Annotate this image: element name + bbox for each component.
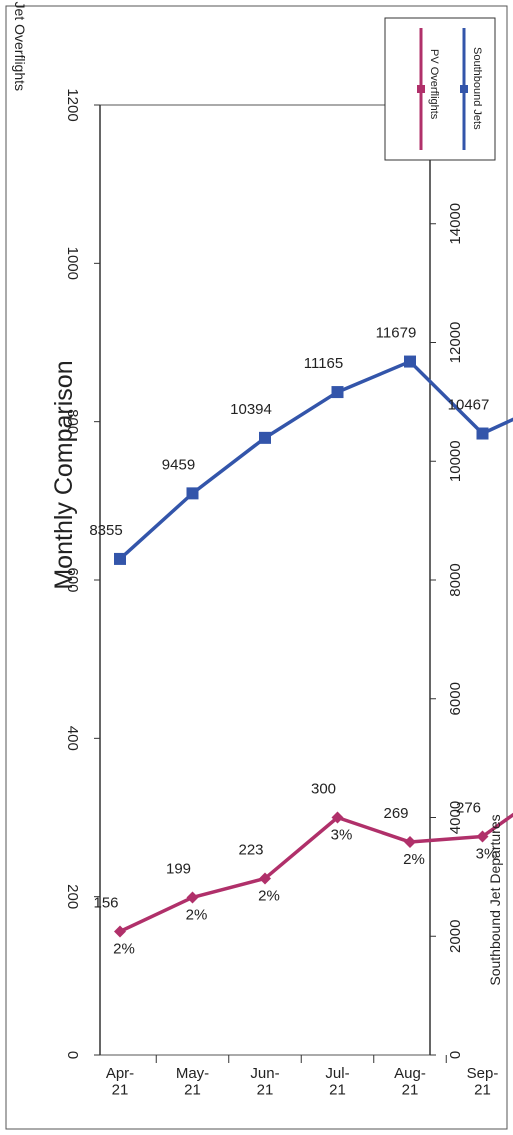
right-axis-tick-label: 1000 — [64, 247, 81, 280]
data-label: 10394 — [230, 401, 272, 418]
left-axis-tick-label: 12000 — [447, 322, 464, 364]
right-axis-tick-label: 600 — [64, 567, 81, 592]
category-label: Apr-21 — [106, 1065, 134, 1099]
chart-title: Monthly Comparison — [50, 360, 78, 589]
percent-label: 2% — [403, 851, 425, 868]
left-axis-label: Southbound Jet Departures — [487, 814, 503, 985]
percent-label: 2% — [186, 906, 208, 923]
data-label: 11679 — [376, 325, 417, 342]
data-point — [476, 830, 489, 843]
data-point — [186, 487, 199, 500]
data-label: 269 — [383, 805, 408, 822]
right-axis-tick-label: 200 — [64, 884, 81, 909]
left-axis-tick-label: 0 — [447, 1051, 464, 1059]
right-axis-label: PV Jet Overflights — [12, 0, 28, 91]
data-point — [404, 355, 416, 368]
legend-marker-pv-overflights — [417, 85, 425, 93]
left-axis-tick-label: 4000 — [447, 801, 464, 834]
percent-label: 3% — [331, 827, 353, 844]
percent-label: 2% — [113, 941, 135, 958]
data-label: 11165 — [304, 355, 344, 372]
data-point — [331, 386, 344, 399]
right-axis-tick-label: 400 — [64, 726, 81, 751]
left-axis-tick-label: 14000 — [447, 203, 464, 245]
left-axis-tick-label: 2000 — [447, 920, 464, 953]
legend-box — [384, 17, 496, 161]
left-axis-tick-label: 6000 — [447, 682, 464, 715]
category-label: Jun-21 — [250, 1065, 279, 1099]
data-point — [259, 431, 271, 444]
data-point — [476, 427, 489, 440]
legend: Southbound Jets PV Overflights — [384, 17, 496, 161]
data-label: 9459 — [162, 456, 195, 473]
right-axis-tick-label: 800 — [64, 409, 81, 434]
legend-label-southbound-jets: Southbound Jets — [471, 47, 483, 130]
left-axis-tick-label: 10000 — [447, 440, 464, 482]
legend-marker-southbound-jets — [460, 85, 468, 93]
left-axis-tick-label: 8000 — [447, 563, 464, 596]
data-point — [114, 552, 126, 565]
data-label: 223 — [238, 841, 263, 858]
right-axis-tick-label: 1200 — [64, 88, 81, 121]
right-axis-tick-label: 0 — [64, 1051, 81, 1059]
legend-label-pv-overflights: PV Overflights — [428, 49, 440, 120]
page-frame — [5, 5, 508, 1130]
data-point — [114, 925, 126, 938]
category-label: May-21 — [176, 1065, 209, 1099]
data-label: 8355 — [89, 522, 122, 539]
data-label: 300 — [311, 781, 336, 798]
data-label: 10467 — [448, 397, 490, 414]
data-label: 276 — [456, 800, 481, 817]
data-label: 156 — [93, 895, 118, 912]
category-label: Jul-21 — [325, 1065, 349, 1099]
data-point — [331, 811, 344, 824]
percent-label: 2% — [258, 887, 280, 904]
data-label: 199 — [166, 860, 191, 877]
percent-label: 3% — [476, 846, 498, 863]
category-label: Aug-21 — [394, 1065, 426, 1099]
category-label: Sep-21 — [467, 1065, 499, 1099]
